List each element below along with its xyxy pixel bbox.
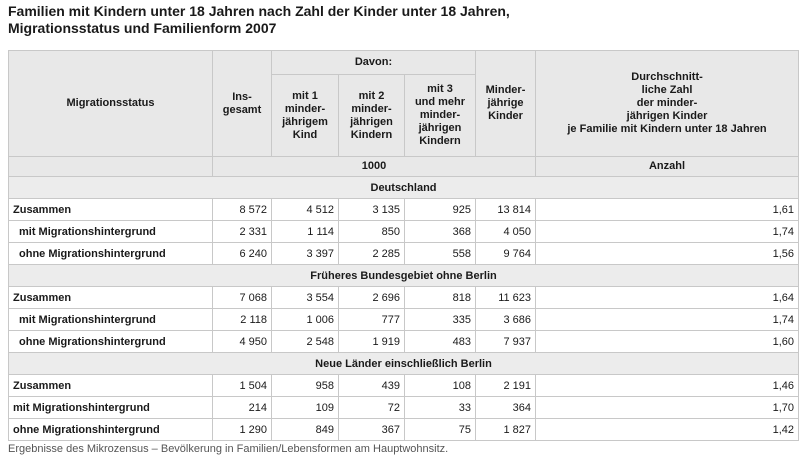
table-cell: 4 512 xyxy=(271,198,339,221)
table-cell: 1 006 xyxy=(271,308,339,331)
table-cell: 1,60 xyxy=(535,330,800,353)
table-cell: 3 686 xyxy=(475,308,537,331)
row-label: mit Migrationshintergrund xyxy=(8,308,213,331)
table-cell: 1,42 xyxy=(535,418,800,441)
table-cell: 3 135 xyxy=(338,198,405,221)
table-cell: 2 331 xyxy=(212,220,272,243)
table-cell: 1,70 xyxy=(535,396,800,419)
table-cell: 33 xyxy=(403,396,477,419)
table-cell: 1,64 xyxy=(535,286,800,309)
table-cell: 75 xyxy=(403,418,477,441)
title-line-1: Familien mit Kindern unter 18 Jahren nac… xyxy=(8,3,510,19)
table-cell: 439 xyxy=(338,374,405,397)
table-cell: 108 xyxy=(403,374,477,397)
table-cell: 2 548 xyxy=(271,330,339,353)
table-cell: 4 050 xyxy=(475,220,537,243)
header-durchschnitt: Durchschnitt- liche Zahl der minder- jäh… xyxy=(535,50,800,157)
table-cell: 11 623 xyxy=(475,286,537,309)
row-label: ohne Migrationshintergrund xyxy=(8,242,213,265)
table-cell: 925 xyxy=(403,198,477,221)
table-cell: 335 xyxy=(403,308,477,331)
table-cell: 9 764 xyxy=(475,242,537,265)
table-cell: 7 937 xyxy=(475,330,537,353)
row-label: Zusammen xyxy=(8,286,213,309)
table-cell: 958 xyxy=(271,374,339,397)
section-header-row: Früheres Bundesgebiet ohne Berlin xyxy=(7,264,800,287)
table-row: mit Migrationshintergrund 2 331 1 114 850 36… xyxy=(8,220,800,243)
table-cell: 368 xyxy=(403,220,477,243)
table-cell: 1 290 xyxy=(212,418,272,441)
header-unit-anzahl: Anzahl xyxy=(535,156,800,177)
title-line-2: Migrationsstatus und Familienform 2007 xyxy=(8,20,277,36)
section-header-row: Neue Länder einschließlich Berlin xyxy=(7,352,800,375)
table-cell: 4 950 xyxy=(212,330,272,353)
row-label: mit Migrationshintergrund xyxy=(8,396,213,419)
table-cell: 1 827 xyxy=(475,418,537,441)
table-cell: 1,56 xyxy=(535,242,800,265)
header-mit-2-kindern: mit 2 minder- jährigen Kindern xyxy=(338,74,405,157)
table-cell: 850 xyxy=(338,220,405,243)
table-cell: 8 572 xyxy=(212,198,272,221)
table-cell: 2 696 xyxy=(338,286,405,309)
table-body: Deutschland Zusammen 8 572 4 512 3 135 925 13 … xyxy=(7,176,800,441)
table-row: mit Migrationshintergrund 2 118 1 006 777 33… xyxy=(8,308,800,331)
table-cell: 1 114 xyxy=(271,220,339,243)
table-cell: 367 xyxy=(338,418,405,441)
header-davon: Davon: xyxy=(270,50,477,75)
table-cell: 1 919 xyxy=(338,330,405,353)
data-table: Migrationsstatus Ins- gesamt Davon: Mind… xyxy=(7,50,800,441)
header-mit-3-kindern: mit 3 und mehr minder- jährigen Kindern xyxy=(403,74,477,157)
table-row: ohne Migrationshintergrund 6 240 3 397 2 28… xyxy=(8,242,800,265)
table-cell: 1,46 xyxy=(535,374,800,397)
row-label: mit Migrationshintergrund xyxy=(8,220,213,243)
table-cell: 13 814 xyxy=(475,198,537,221)
section-title: Früheres Bundesgebiet ohne Berlin xyxy=(7,264,800,287)
table-row: ohne Migrationshintergrund 1 290 849 367 75 1… xyxy=(8,418,800,441)
table-cell: 1,74 xyxy=(535,308,800,331)
section-header-row: Deutschland xyxy=(7,176,800,199)
table-cell: 7 068 xyxy=(212,286,272,309)
row-label: ohne Migrationshintergrund xyxy=(8,330,213,353)
section-title: Neue Länder einschließlich Berlin xyxy=(7,352,800,375)
row-label: Zusammen xyxy=(8,198,213,221)
table-cell: 2 285 xyxy=(338,242,405,265)
table-cell: 72 xyxy=(338,396,405,419)
table-row: ohne Migrationshintergrund 4 950 2 548 1 91… xyxy=(8,330,800,353)
table-cell: 818 xyxy=(403,286,477,309)
table-cell: 1,61 xyxy=(535,198,800,221)
table-cell: 2 118 xyxy=(212,308,272,331)
table-cell: 1,74 xyxy=(535,220,800,243)
table-cell: 2 191 xyxy=(475,374,537,397)
header-unit-1000: 1000 xyxy=(211,156,537,177)
header-migrationsstatus: Migrationsstatus xyxy=(8,50,213,157)
row-label: ohne Migrationshintergrund xyxy=(8,418,213,441)
table-cell: 483 xyxy=(403,330,477,353)
table-cell: 6 240 xyxy=(212,242,272,265)
footnote: Ergebnisse des Mikrozensus – Bevölkerung… xyxy=(8,443,449,455)
table-cell: 1 504 xyxy=(212,374,272,397)
table-cell: 214 xyxy=(212,396,272,419)
table-cell: 3 554 xyxy=(271,286,339,309)
header-minderjaehrige-kinder: Minder- jährige Kinder xyxy=(475,50,537,157)
table-row: Zusammen 7 068 3 554 2 696 818 11 623 1,64 xyxy=(8,286,800,309)
header-insgesamt: Ins- gesamt xyxy=(212,50,272,157)
table-row: mit Migrationshintergrund 214 109 72 33 364 1,… xyxy=(8,396,800,419)
table-row: Zusammen 8 572 4 512 3 135 925 13 814 1,61 xyxy=(8,198,800,221)
table-cell: 558 xyxy=(403,242,477,265)
section-title: Deutschland xyxy=(7,176,800,199)
table-cell: 109 xyxy=(271,396,339,419)
table-cell: 849 xyxy=(271,418,339,441)
header-mit-1-kind: mit 1 minder- jährigem Kind xyxy=(271,74,339,157)
table-cell: 364 xyxy=(475,396,537,419)
page-title: Familien mit Kindern unter 18 Jahren nac… xyxy=(8,3,510,37)
table-cell: 3 397 xyxy=(271,242,339,265)
row-label: Zusammen xyxy=(8,374,213,397)
table-row: Zusammen 1 504 958 439 108 2 191 1,46 xyxy=(8,374,800,397)
header-unit-empty xyxy=(8,156,213,177)
table-cell: 777 xyxy=(338,308,405,331)
